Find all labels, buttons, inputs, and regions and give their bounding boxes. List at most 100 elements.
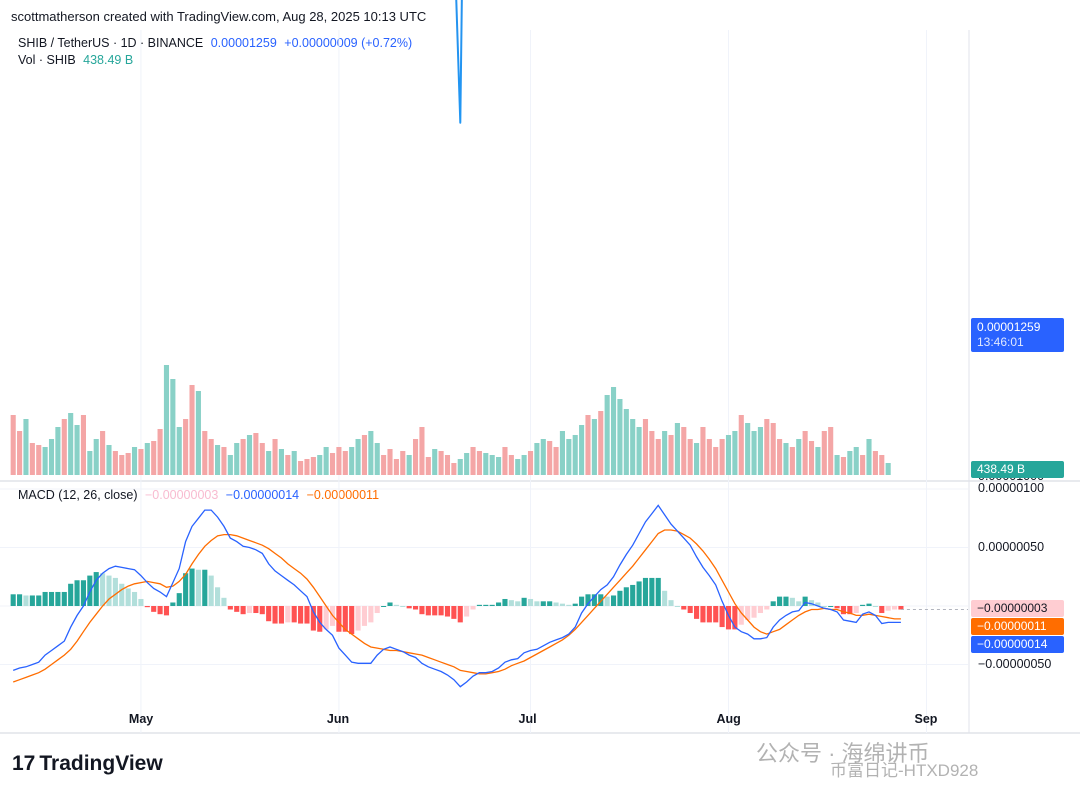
volume-bar — [221, 447, 227, 475]
macd-label[interactable]: MACD (12, 26, close) — [18, 488, 138, 502]
macd-histogram-bar — [655, 577, 661, 606]
volume-bar — [655, 439, 661, 475]
macd-histogram-bar — [636, 581, 642, 606]
volume-bar — [515, 459, 521, 475]
tradingview-logo-icon: 17 — [12, 752, 36, 775]
volume-bar — [342, 451, 348, 475]
macd-histogram-bar — [349, 606, 355, 635]
last-price-tag: 0.00001259 13:46:01 — [971, 318, 1064, 352]
volume-bar — [381, 455, 387, 475]
volume-bar — [636, 427, 642, 475]
macd-histogram-bar — [374, 606, 380, 614]
macd-histogram-bar — [291, 606, 297, 623]
macd-histogram-bar — [170, 602, 176, 606]
macd-histogram-bar — [706, 606, 712, 623]
macd-histogram-bar — [42, 591, 48, 606]
volume-bar — [131, 447, 138, 475]
volume-bar — [61, 419, 67, 475]
volume-bar — [508, 455, 514, 475]
volume-bar — [521, 455, 527, 475]
volume-bar — [860, 455, 866, 475]
volume-bar — [406, 455, 412, 475]
macd-signal-value: −0.00000011 — [306, 488, 380, 502]
volume-bar — [227, 455, 233, 475]
volume-label[interactable]: Vol · SHIB — [18, 53, 76, 67]
volume-bar — [668, 435, 674, 475]
volume-bar — [451, 463, 457, 475]
macd-axis-tick: −0.00000050 — [978, 656, 1052, 671]
volume-bar — [732, 431, 738, 475]
macd-histogram-bar — [687, 606, 693, 614]
macd-histogram-bar — [668, 600, 674, 606]
volume-bar — [100, 431, 106, 475]
volume-bar — [808, 441, 815, 475]
macd-histogram-bar — [553, 602, 559, 606]
volume-bar — [393, 459, 399, 475]
macd-histogram-bar — [649, 577, 655, 606]
volume-bar — [464, 453, 470, 475]
macd-histogram-bar — [125, 588, 131, 606]
volume-bar — [125, 453, 131, 475]
volume-bar — [10, 415, 16, 475]
macd-histogram-bar — [674, 606, 680, 607]
macd-histogram-bar — [681, 606, 687, 610]
macd-histogram-bar — [502, 598, 508, 606]
macd-histogram-bar — [61, 591, 67, 606]
volume-bar — [757, 427, 763, 475]
tradingview-logo[interactable]: 17 TradingView — [12, 752, 163, 776]
volume-bar — [272, 439, 278, 475]
volume-bar — [610, 387, 617, 475]
volume-bar — [547, 441, 553, 475]
symbol-label[interactable]: SHIB / TetherUS · 1D · BINANCE — [18, 36, 204, 50]
volume-bar — [157, 429, 163, 475]
macd-histogram-bar — [789, 597, 795, 606]
volume-bar — [764, 419, 770, 475]
macd-histogram-bar — [623, 587, 629, 606]
macd-histogram-bar — [847, 606, 853, 615]
volume-bar — [17, 431, 23, 475]
macd-panel — [10, 504, 968, 688]
macd-histogram-bar — [451, 606, 457, 619]
volume-bar — [42, 447, 48, 475]
volume-bar — [412, 439, 419, 475]
volume-bar — [470, 447, 476, 475]
macd-histogram-bar — [853, 606, 859, 614]
volume-bar — [355, 439, 361, 475]
macd-histogram-bar — [515, 601, 521, 606]
macd-histogram-bar — [425, 606, 431, 616]
volume-bar — [828, 427, 834, 475]
volume-bar — [770, 423, 776, 475]
volume-legend: Vol · SHIB 438.49 B — [18, 53, 137, 67]
volume-bar — [572, 435, 578, 475]
volume-bar — [36, 445, 42, 475]
macd-histogram-bar — [840, 606, 847, 615]
macd-histogram-bar — [163, 606, 170, 616]
macd-histogram-bar — [259, 606, 265, 615]
macd-histogram-bar — [106, 575, 112, 606]
volume-tag: 438.49 B — [971, 461, 1064, 478]
volume-bar — [246, 435, 253, 475]
volume-bar — [834, 455, 840, 475]
volume-bar — [553, 447, 559, 475]
volume-bar — [304, 459, 310, 475]
macd-histogram-bar — [764, 606, 770, 610]
macd-axis-tick: 0.00000050 — [978, 539, 1045, 554]
volume-bar — [674, 423, 680, 475]
watermark-line2: 币富日记-HTXD928 — [830, 761, 979, 780]
macd-histogram-bar — [240, 606, 246, 615]
macd-histogram-bar — [355, 606, 361, 631]
volume-bar — [700, 427, 706, 475]
volume-bar — [285, 455, 291, 475]
macd-histogram-bar — [176, 593, 182, 606]
macd-histogram-bar — [585, 594, 591, 606]
volume-bar — [853, 447, 859, 475]
macd-histogram-bar — [547, 601, 553, 606]
countdown-value: 13:46:01 — [977, 335, 1024, 349]
volume-bar — [298, 461, 304, 475]
macd-histogram-bar — [751, 606, 757, 618]
macd-histogram-bar — [419, 606, 425, 615]
macd-hist-value: −0.00000003 — [144, 488, 219, 502]
volume-bar — [783, 443, 789, 475]
macd-histogram-bar — [55, 591, 61, 606]
